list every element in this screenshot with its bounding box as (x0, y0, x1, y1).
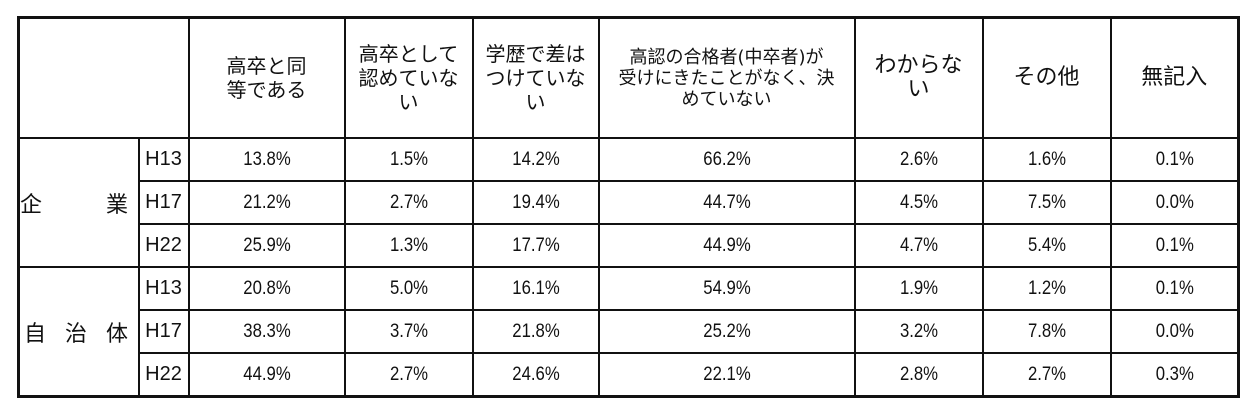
value-cell: 22.1% (612, 352, 841, 398)
table-row-municipality-h17: H17 38.3% 3.7% 21.8% 25.2% 3.2% 7.8% 0.0… (19, 309, 1239, 354)
value-cell: 5.0% (351, 266, 466, 311)
value-cell: 2.7% (989, 352, 1104, 398)
header-no-answer: 無記入 (1109, 16, 1240, 139)
value-cell: 14.2% (479, 137, 592, 182)
survey-results-table: 高卒と同 等である 高卒として 認めていな い 学歴で差は つけていな い 高認… (17, 16, 1240, 398)
table-row-municipality-h22: H22 44.9% 2.7% 24.6% 22.1% 2.8% 2.7% 0.3… (19, 352, 1239, 398)
value-cell: 25.9% (196, 223, 337, 268)
value-cell: 2.7% (351, 180, 466, 225)
value-cell: 38.3% (196, 309, 337, 354)
table-row-municipality-h13: 自 治 体 H13 20.8% 5.0% 16.1% 54.9% 1.9% 1.… (17, 266, 1239, 398)
value-cell: 1.9% (861, 266, 976, 311)
header-no-education-distinction: 学歴で差は つけていな い (471, 16, 600, 139)
value-cell: 7.8% (989, 309, 1104, 354)
group-label-char: 自 (24, 321, 47, 347)
value-cell: 44.7% (612, 180, 841, 225)
group-label-company: 企 業 (17, 137, 140, 268)
value-cell: 66.2% (612, 137, 841, 182)
header-undecided-no-applicants: 高認の合格者(中卒者)が 受けにきたことがなく、決 めていない (597, 16, 856, 139)
value-cell: 44.9% (196, 352, 337, 398)
value-cell: 1.3% (351, 223, 466, 268)
value-cell: 1.5% (351, 137, 466, 182)
value-cell: 21.8% (479, 309, 592, 354)
value-cell: 0.0% (1117, 309, 1232, 354)
value-cell: 5.4% (989, 223, 1104, 268)
value-cell: 2.8% (861, 352, 976, 398)
value-cell: 1.2% (989, 266, 1104, 311)
value-cell: 19.4% (479, 180, 592, 225)
group-label-char: 体 (105, 321, 128, 347)
value-cell: 21.2% (196, 180, 337, 225)
value-cell: 4.5% (861, 180, 976, 225)
group-label-municipality: 自 治 体 (17, 266, 140, 398)
value-cell: 2.6% (861, 137, 976, 182)
header-equivalent-to-hs-grad: 高卒と同 等である (187, 16, 346, 139)
value-cell: 7.5% (989, 180, 1104, 225)
year-cell: H13 (137, 266, 190, 311)
year-cell: H17 (137, 309, 190, 354)
year-cell: H22 (137, 223, 190, 268)
value-cell: 16.1% (479, 266, 592, 311)
header-not-recognized: 高卒として 認めていな い (343, 16, 474, 139)
year-cell: H17 (137, 180, 190, 225)
value-cell: 24.6% (479, 352, 592, 398)
header-corner-empty (17, 16, 190, 139)
group-label-char: 業 (105, 192, 128, 218)
header-row: 高卒と同 等である 高卒として 認めていな い 学歴で差は つけていな い 高認… (17, 16, 1240, 139)
value-cell: 0.1% (1117, 266, 1232, 311)
group-label-char: 企 (20, 192, 43, 218)
year-cell: H13 (137, 137, 190, 182)
value-cell: 44.9% (612, 223, 841, 268)
table-row-company-h22: H22 25.9% 1.3% 17.7% 44.9% 4.7% 5.4% 0.1… (19, 223, 1239, 268)
value-cell: 17.7% (479, 223, 592, 268)
header-dont-know: わからな い (853, 16, 984, 139)
value-cell: 54.9% (612, 266, 841, 311)
group-label-char: 治 (64, 321, 87, 347)
value-cell: 1.6% (989, 137, 1104, 182)
value-cell: 20.8% (196, 266, 337, 311)
value-cell: 0.1% (1117, 223, 1232, 268)
value-cell: 3.2% (861, 309, 976, 354)
header-other: その他 (981, 16, 1112, 139)
value-cell: 0.0% (1117, 180, 1232, 225)
value-cell: 4.7% (861, 223, 976, 268)
value-cell: 0.1% (1117, 137, 1232, 182)
value-cell: 3.7% (351, 309, 466, 354)
table-row-company-h17: H17 21.2% 2.7% 19.4% 44.7% 4.5% 7.5% 0.0… (19, 180, 1239, 225)
value-cell: 0.3% (1117, 352, 1232, 398)
value-cell: 25.2% (612, 309, 841, 354)
table-row-company-h13: 企 業 H13 13.8% 1.5% 14.2% 66.2% 2.6% 1.6%… (17, 137, 1239, 268)
year-cell: H22 (137, 352, 190, 398)
value-cell: 2.7% (351, 352, 466, 398)
value-cell: 13.8% (196, 137, 337, 182)
